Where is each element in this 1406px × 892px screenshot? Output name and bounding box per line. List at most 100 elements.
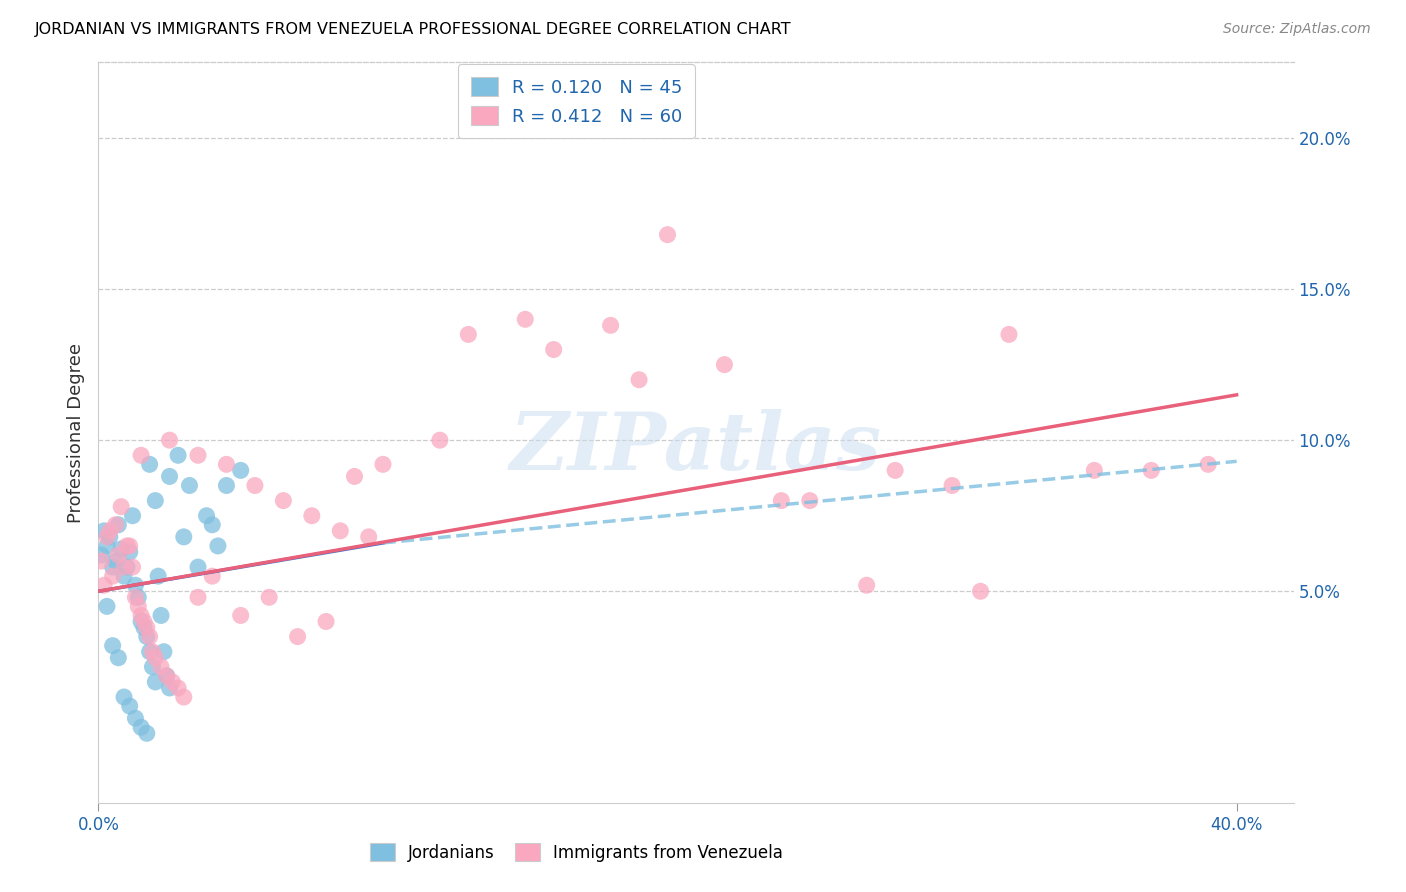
- Point: [129, 720, 152, 734]
- Point: [159, 433, 181, 447]
- Point: [657, 227, 679, 242]
- Point: [457, 327, 479, 342]
- Point: [207, 539, 229, 553]
- Point: [156, 669, 179, 683]
- Point: [229, 463, 252, 477]
- Point: [257, 591, 280, 605]
- Point: [141, 645, 163, 659]
- Point: [143, 674, 166, 689]
- Point: [90, 554, 112, 568]
- Point: [118, 539, 141, 553]
- Point: [127, 591, 149, 605]
- Point: [129, 448, 152, 462]
- Point: [173, 690, 195, 704]
- Point: [118, 545, 141, 559]
- Point: [98, 524, 121, 538]
- Point: [112, 569, 135, 583]
- Point: [112, 690, 135, 704]
- Point: [107, 548, 129, 562]
- Point: [167, 448, 190, 462]
- Point: [187, 591, 209, 605]
- Point: [96, 599, 118, 614]
- Point: [135, 726, 157, 740]
- Point: [107, 517, 129, 532]
- Point: [187, 560, 209, 574]
- Point: [135, 630, 157, 644]
- Point: [159, 681, 181, 695]
- Point: [132, 621, 155, 635]
- Point: [101, 569, 124, 583]
- Point: [287, 630, 309, 644]
- Point: [96, 539, 118, 553]
- Point: [201, 517, 224, 532]
- Point: [1083, 463, 1105, 477]
- Point: [969, 584, 991, 599]
- Point: [124, 578, 146, 592]
- Point: [628, 373, 651, 387]
- Text: ZIPatlas: ZIPatlas: [510, 409, 882, 486]
- Point: [884, 463, 907, 477]
- Point: [132, 615, 155, 629]
- Point: [273, 493, 295, 508]
- Point: [215, 478, 238, 492]
- Point: [112, 560, 135, 574]
- Point: [138, 630, 160, 644]
- Point: [162, 674, 184, 689]
- Point: [1140, 463, 1163, 477]
- Point: [243, 478, 266, 492]
- Point: [118, 699, 141, 714]
- Point: [141, 660, 163, 674]
- Point: [104, 554, 127, 568]
- Point: [855, 578, 877, 592]
- Point: [138, 458, 160, 472]
- Point: [429, 433, 451, 447]
- Point: [124, 711, 146, 725]
- Point: [121, 508, 143, 523]
- Point: [90, 548, 112, 562]
- Point: [173, 530, 195, 544]
- Point: [101, 560, 124, 574]
- Point: [110, 541, 132, 556]
- Point: [543, 343, 565, 357]
- Point: [941, 478, 963, 492]
- Point: [93, 524, 115, 538]
- Point: [1197, 458, 1219, 472]
- Text: Source: ZipAtlas.com: Source: ZipAtlas.com: [1223, 22, 1371, 37]
- Point: [96, 530, 118, 544]
- Point: [115, 539, 138, 553]
- Point: [107, 650, 129, 665]
- Point: [195, 508, 218, 523]
- Point: [150, 660, 173, 674]
- Point: [110, 500, 132, 514]
- Point: [187, 448, 209, 462]
- Text: JORDANIAN VS IMMIGRANTS FROM VENEZUELA PROFESSIONAL DEGREE CORRELATION CHART: JORDANIAN VS IMMIGRANTS FROM VENEZUELA P…: [35, 22, 792, 37]
- Point: [93, 578, 115, 592]
- Point: [229, 608, 252, 623]
- Point: [127, 599, 149, 614]
- Point: [167, 681, 190, 695]
- Point: [104, 517, 127, 532]
- Point: [153, 645, 176, 659]
- Point: [799, 493, 821, 508]
- Point: [115, 560, 138, 574]
- Point: [124, 591, 146, 605]
- Point: [143, 650, 166, 665]
- Point: [315, 615, 337, 629]
- Point: [713, 358, 735, 372]
- Point: [135, 621, 157, 635]
- Point: [329, 524, 352, 538]
- Point: [101, 639, 124, 653]
- Point: [215, 458, 238, 472]
- Point: [343, 469, 366, 483]
- Y-axis label: Professional Degree: Professional Degree: [66, 343, 84, 523]
- Legend: Jordanians, Immigrants from Venezuela: Jordanians, Immigrants from Venezuela: [363, 837, 790, 869]
- Point: [129, 608, 152, 623]
- Point: [770, 493, 793, 508]
- Point: [179, 478, 201, 492]
- Point: [156, 669, 179, 683]
- Point: [201, 569, 224, 583]
- Point: [98, 530, 121, 544]
- Point: [138, 645, 160, 659]
- Point: [357, 530, 380, 544]
- Point: [599, 318, 621, 333]
